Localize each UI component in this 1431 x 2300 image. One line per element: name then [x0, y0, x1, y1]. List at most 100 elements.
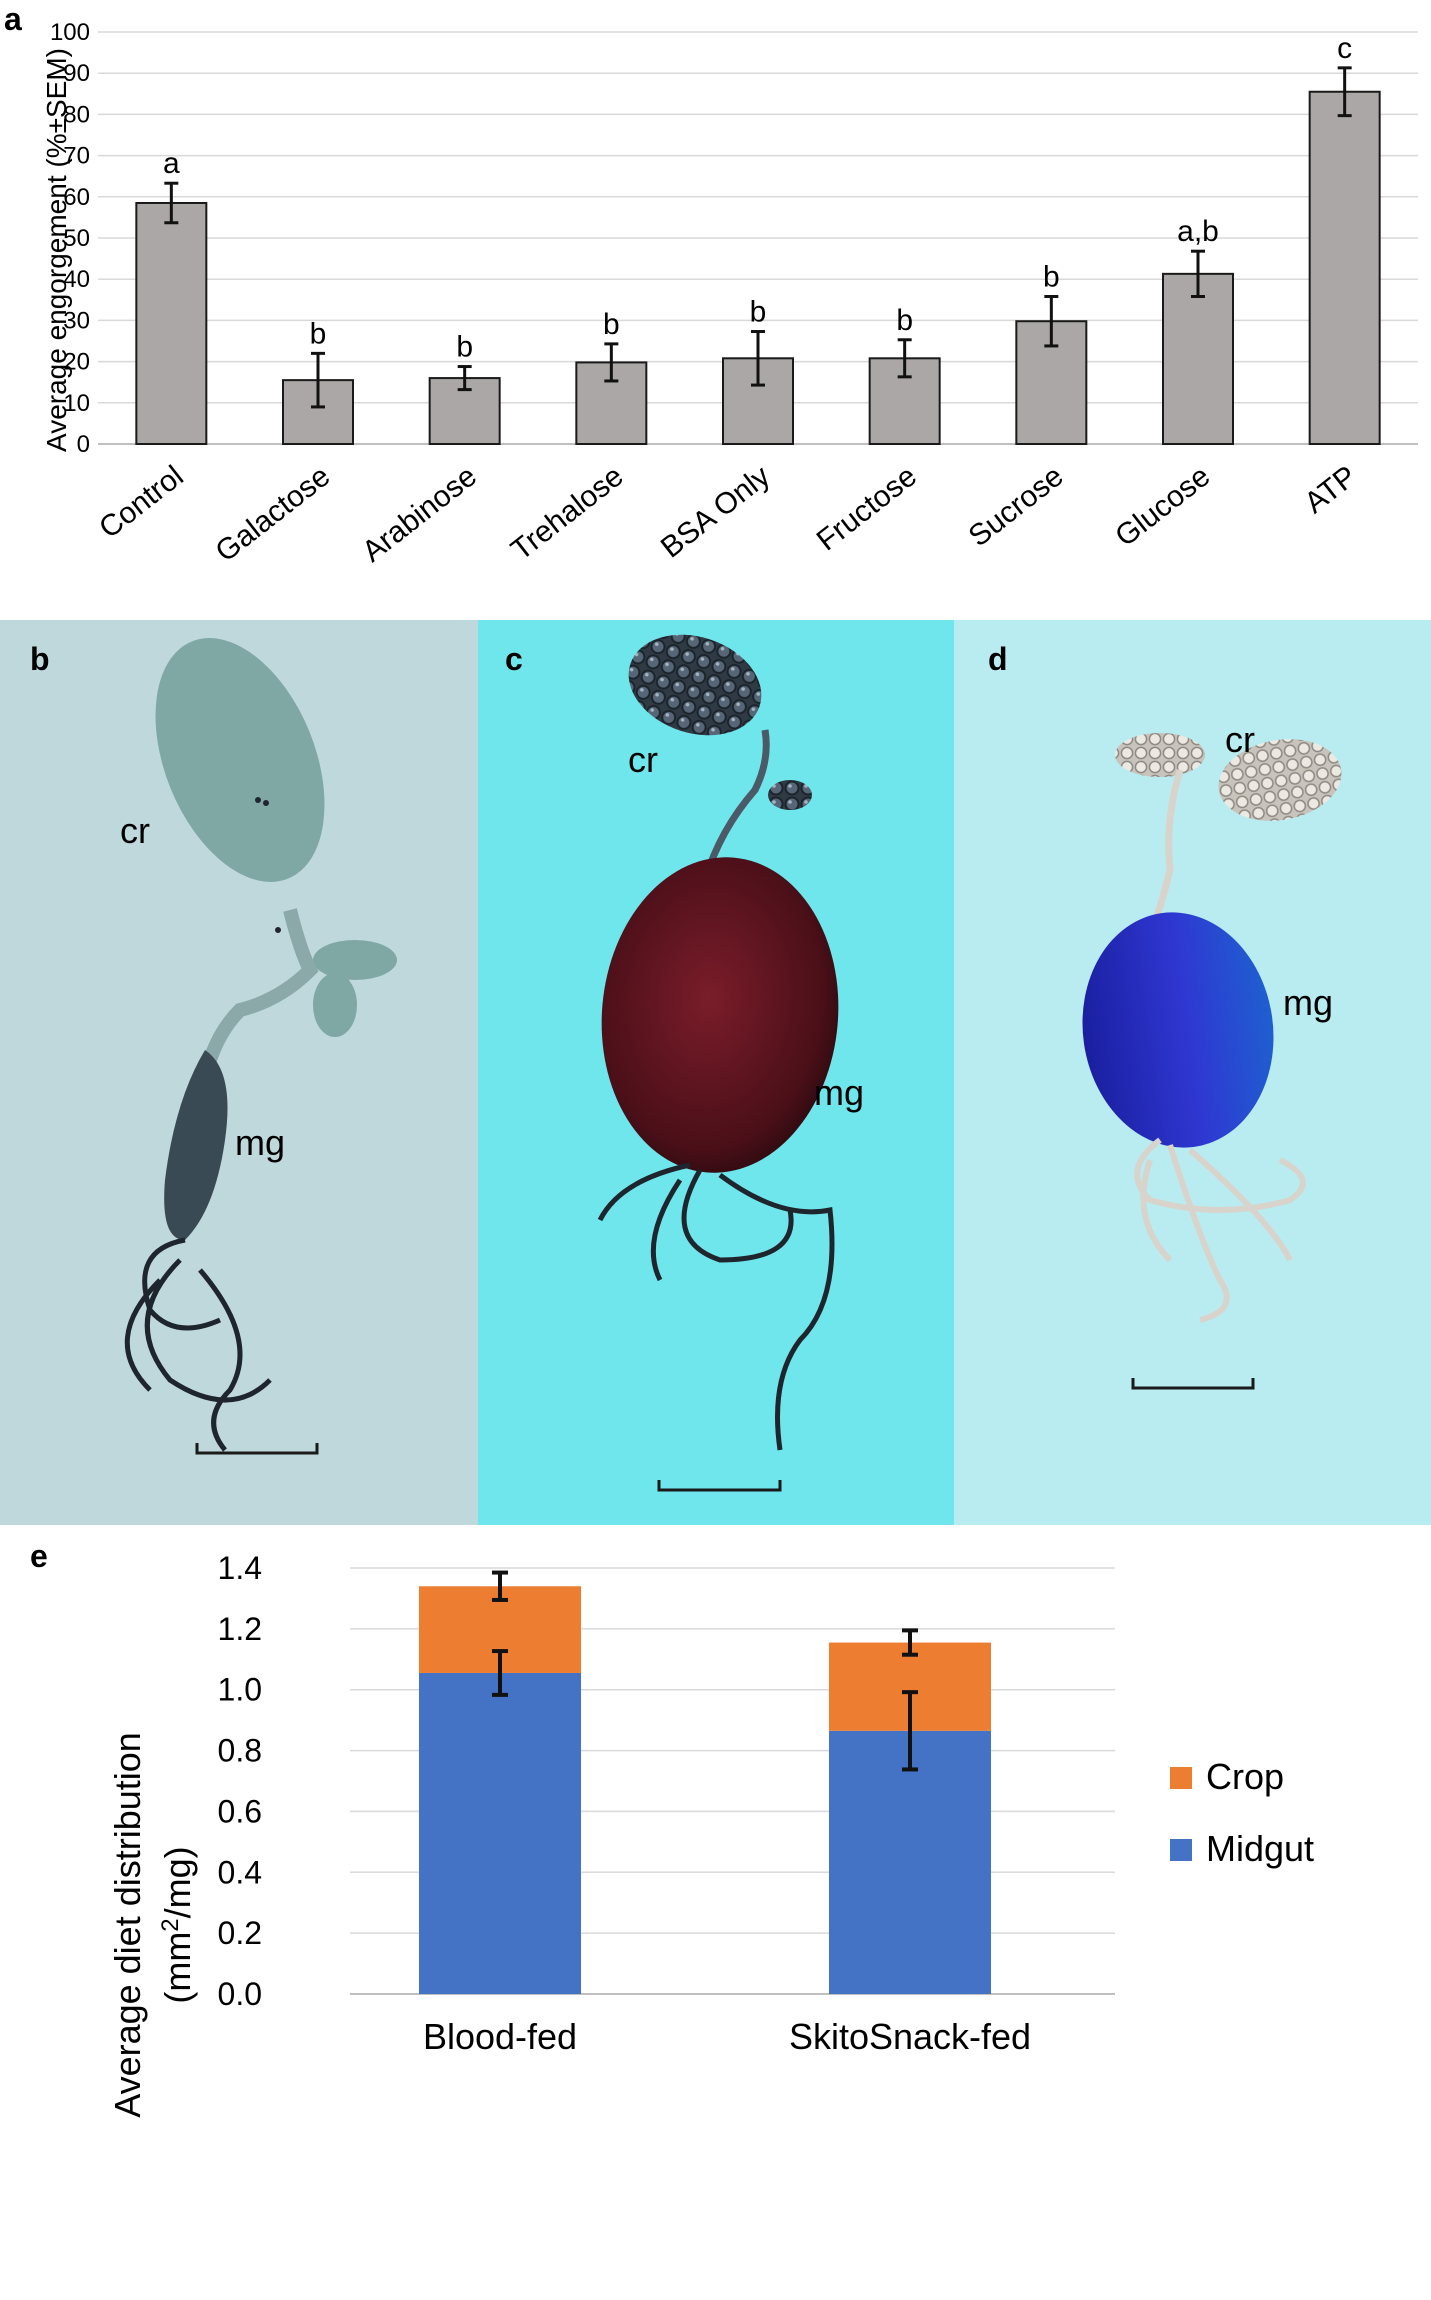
chart-a-y-tick: 90: [63, 60, 90, 87]
panel-d-midgut: [1082, 912, 1274, 1148]
chart-a-x-tick: Fructose: [811, 460, 923, 558]
chart-a-y-tick: 20: [63, 349, 90, 376]
panel-d-crop-duct: [1151, 768, 1184, 922]
chart-a-significance-letter: a: [163, 147, 180, 180]
panel-c-label-mg: mg: [814, 1072, 864, 1113]
panel-b-tubules: [124, 1237, 272, 1452]
panel-b-crop: [155, 638, 325, 882]
chart-a-y-tick-labels: 0 10 20 30 40 50 60 70 80 90 100: [50, 19, 90, 458]
chart-e-x-tick-labels: Blood-fed SkitoSnack-fed: [423, 2016, 1031, 2057]
chart-a-x-tick: Arabinose: [356, 460, 483, 569]
chart-e-y-tick: 0.2: [218, 1915, 262, 1951]
panel-c-scale-bar: [657, 1480, 782, 1492]
chart-a-significance-letter: c: [1337, 32, 1352, 65]
panel-b-bubble: [275, 927, 281, 933]
chart-e-y-tick-labels: 0.0 0.2 0.4 0.6 0.8 1.0 1.2 1.4: [218, 1550, 262, 2012]
panel-c-midgut: [601, 857, 839, 1173]
chart-a-y-tick: 100: [50, 19, 90, 46]
chart-a-y-tick: 40: [63, 266, 90, 293]
chart-a-x-tick: Sucrose: [963, 460, 1070, 554]
panel-letter-c: c: [505, 641, 523, 677]
panel-b-scale-bar: [195, 1443, 319, 1455]
dissection-photo-panels: b cr mg c cr mg d cr mg: [0, 620, 1431, 1525]
chart-a-y-axis-label: Average engorgement (%±SEM): [41, 48, 72, 452]
chart-a-significance-letter: b: [1043, 261, 1060, 294]
legend-swatch-crop: [1170, 1767, 1192, 1789]
panel-d-crop: [1218, 739, 1342, 821]
chart-e-x-tick: Blood-fed: [423, 2016, 577, 2057]
panel-d-tubules: [1134, 1137, 1306, 1323]
chart-e-y-tick: 0.4: [218, 1854, 262, 1890]
chart-a-x-tick-labels: Control Galactose Arabinose Trehalose BSA On…: [93, 460, 1363, 569]
panel-c-label-cr: cr: [628, 739, 658, 780]
photo-panel-c: c cr mg: [478, 620, 954, 1525]
chart-e-y-tick: 0.6: [218, 1793, 262, 1829]
chart-a-y-tick: 50: [63, 225, 90, 252]
chart-a-bar: [135, 201, 208, 445]
panel-c-crop: [628, 634, 762, 736]
photo-panel-d: d cr mg: [954, 620, 1431, 1525]
panel-b-label-mg: mg: [235, 1122, 285, 1163]
chart-e-x-tick: SkitoSnack-fed: [789, 2016, 1031, 2057]
chart-a-x-tick: Control: [93, 460, 190, 546]
panel-b-crop-duct: [203, 908, 319, 1063]
chart-a-significance-letter: b: [603, 308, 620, 341]
panel-c-crop-lobe: [768, 780, 812, 810]
legend-swatch-midgut: [1170, 1839, 1192, 1861]
legend-label-crop: Crop: [1206, 1756, 1284, 1797]
chart-a-x-tick: Trehalose: [505, 460, 630, 567]
chart-e-y-tick: 1.2: [218, 1611, 262, 1647]
panel-b-crop-lobe: [313, 940, 397, 980]
panel-c-crop-duct: [701, 729, 770, 882]
chart-a-x-tick: Galactose: [210, 460, 337, 569]
chart-e-y-tick: 0.8: [218, 1733, 262, 1769]
chart-a-y-tick: 60: [63, 184, 90, 211]
panel-b-crop-lobe: [313, 973, 357, 1037]
chart-e-legend: Crop Midgut: [1170, 1756, 1314, 1869]
chart-e-bar-segment-midgut: [419, 1672, 581, 1994]
chart-e-y-axis-label-line2: (mm2/mg): [157, 1846, 198, 2003]
chart-a-x-tick: Glucose: [1109, 460, 1216, 554]
panel-letter-b: b: [30, 641, 50, 677]
chart-a-y-tick: 80: [63, 101, 90, 128]
engorgement-bar-chart: a 0 10 20 30 40 50 60 70 80 90 100 a b b b b b b a,b c Con…: [4, 1, 1418, 569]
chart-a-x-tick: BSA Only: [655, 460, 777, 565]
panel-b-bubble: [263, 800, 269, 806]
photo-panel-b: b cr mg: [0, 620, 478, 1525]
panel-d-label-cr: cr: [1225, 719, 1255, 760]
legend-label-midgut: Midgut: [1206, 1828, 1314, 1869]
chart-a-y-tick: 30: [63, 307, 90, 334]
chart-e-y-axis-label-line1: Average diet distribution: [107, 1732, 148, 2118]
panel-d-label-mg: mg: [1283, 982, 1333, 1023]
chart-e-y-tick: 1.4: [218, 1550, 262, 1586]
chart-e-bar-segment-midgut: [829, 1730, 991, 1994]
panel-letter-e: e: [30, 1538, 48, 1574]
diet-distribution-stacked-bar-chart: e 0.0 0.2 0.4 0.6 0.8 1.0 1.2 1.4 Blood-fed Skit…: [30, 1538, 1314, 2118]
panel-b-bubble: [255, 797, 261, 803]
chart-a-bar: [1308, 90, 1381, 446]
chart-a-bar: [1162, 272, 1234, 445]
chart-a-significance-letter: b: [310, 317, 327, 350]
panel-c-tubules: [597, 1162, 835, 1451]
chart-e-error-bars: [492, 1570, 918, 1772]
panel-d-crop-lobe: [1115, 733, 1205, 777]
chart-a-bars: [135, 90, 1381, 446]
panel-letter-d: d: [988, 641, 1008, 677]
chart-a-y-tick: 0: [77, 431, 90, 458]
panel-d-scale-bar: [1131, 1378, 1255, 1390]
chart-a-y-tick: 10: [63, 390, 90, 417]
panel-b-label-cr: cr: [120, 810, 150, 851]
chart-a-significance-letter: b: [456, 331, 473, 364]
chart-a-significance-letter: b: [750, 296, 767, 329]
chart-a-y-tick: 70: [63, 143, 90, 170]
chart-e-y-tick: 0.0: [218, 1976, 262, 2012]
panel-b-midgut: [164, 1050, 228, 1240]
chart-a-significance-letter: b: [896, 304, 913, 337]
panel-letter-a: a: [4, 1, 22, 37]
chart-a-x-tick: ATP: [1298, 460, 1363, 521]
chart-e-y-tick: 1.0: [218, 1672, 262, 1708]
chart-a-significance-letters: a b b b b b b a,b c: [163, 32, 1352, 364]
chart-a-bar: [722, 357, 794, 445]
chart-a-significance-letter: a,b: [1177, 215, 1219, 248]
chart-a-error-bars: [164, 66, 1352, 409]
